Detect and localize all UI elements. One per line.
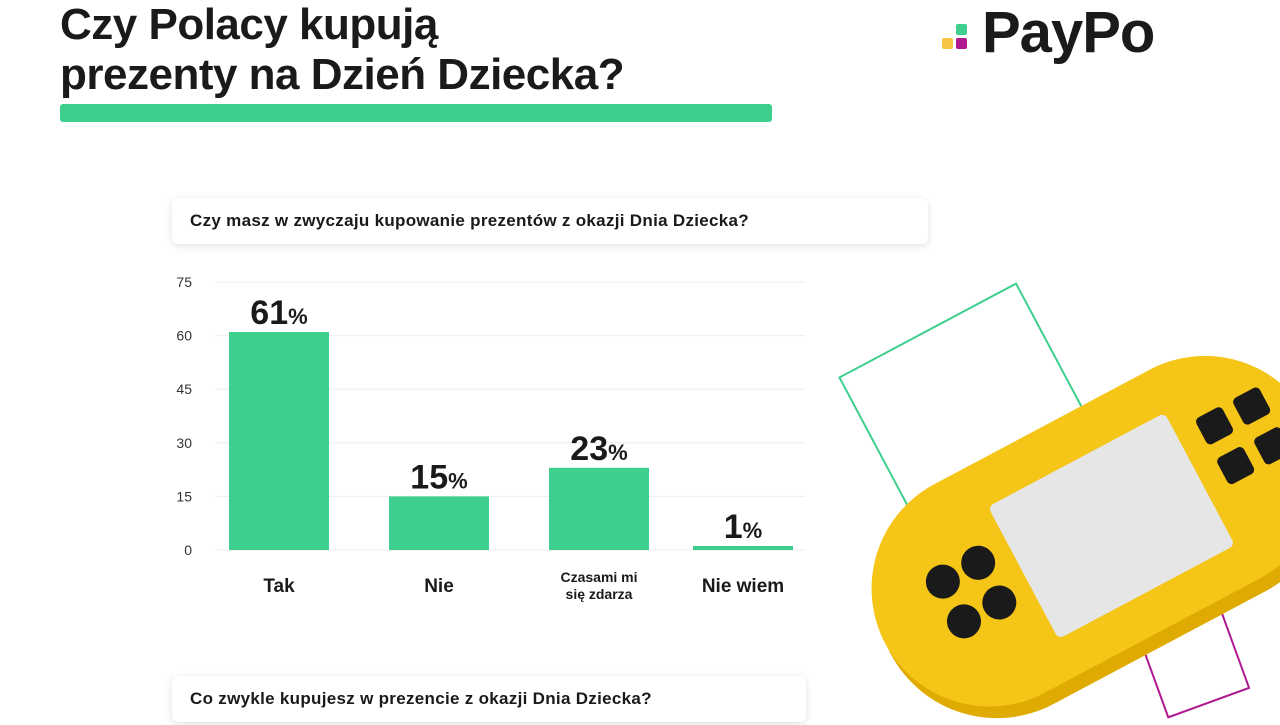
x-tick-label: się zdarza bbox=[566, 586, 633, 602]
question-2-text: Co zwykle kupujesz w prezencie z okazji … bbox=[190, 689, 652, 708]
game-console-illustration bbox=[830, 280, 1280, 725]
paypo-logo: PayPo bbox=[938, 0, 1155, 65]
question-1-box: Czy masz w zwyczaju kupowanie prezentów … bbox=[172, 198, 928, 244]
logo-mark-icon bbox=[938, 16, 978, 56]
bar-nie bbox=[389, 496, 489, 550]
question-1-text: Czy masz w zwyczaju kupowanie prezentów … bbox=[190, 211, 749, 230]
x-tick-label: Nie wiem bbox=[702, 576, 784, 597]
bar-nie-wiem bbox=[693, 546, 793, 550]
data-label: 23% bbox=[570, 430, 627, 468]
y-tick-label: 75 bbox=[176, 274, 192, 290]
page-title: Czy Polacy kupują prezenty na Dzień Dzie… bbox=[60, 0, 625, 100]
title-underline bbox=[60, 104, 772, 122]
game-console-icon bbox=[838, 282, 1280, 719]
data-label: 15% bbox=[410, 458, 467, 496]
bar-chart: 0 15 30 45 60 75 61% Tak 15% Nie 23% Czasami mi się … bbox=[160, 260, 820, 665]
bar-tak bbox=[229, 332, 329, 550]
question-2-box: Co zwykle kupujesz w prezencie z okazji … bbox=[172, 676, 806, 722]
bar-czasami-mi-się-zdarza bbox=[549, 467, 649, 550]
data-label: 1% bbox=[724, 508, 762, 546]
console-body bbox=[871, 355, 1280, 719]
logo-text: PayPo bbox=[982, 0, 1155, 65]
data-label: 61% bbox=[250, 294, 307, 332]
x-tick-label: Czasami mi bbox=[560, 569, 637, 585]
y-tick-label: 0 bbox=[184, 542, 192, 558]
y-tick-label: 60 bbox=[176, 328, 192, 344]
y-tick-label: 45 bbox=[176, 381, 192, 397]
y-tick-label: 15 bbox=[176, 488, 192, 504]
console-screen bbox=[990, 414, 1233, 637]
x-tick-label: Nie bbox=[424, 576, 454, 597]
x-tick-label: Tak bbox=[263, 576, 295, 597]
bar-chart-svg: 0 15 30 45 60 75 61% Tak 15% Nie 23% Czasami misię … bbox=[176, 274, 805, 602]
page-title-line2: prezenty na Dzień Dziecka? bbox=[60, 50, 625, 99]
page-title-line1: Czy Polacy kupują bbox=[60, 0, 438, 49]
y-tick-label: 30 bbox=[176, 435, 192, 451]
